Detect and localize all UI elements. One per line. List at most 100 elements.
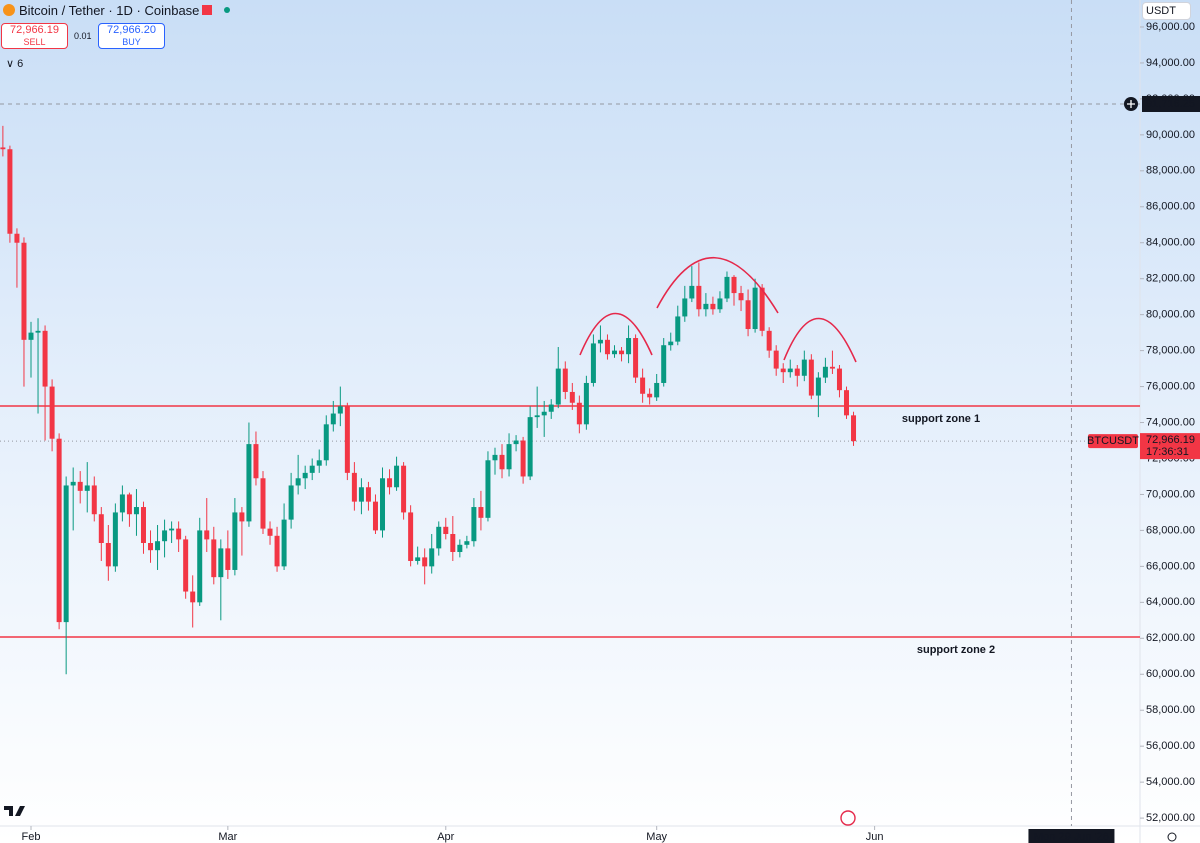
- candle-body: [703, 303, 709, 310]
- candle-body: [309, 465, 315, 473]
- candle-body: [387, 478, 393, 488]
- candle-body: [773, 350, 779, 369]
- candle-body: [14, 233, 20, 243]
- candle-body: [176, 528, 182, 540]
- candle-body: [183, 539, 189, 592]
- candle-body: [450, 534, 456, 552]
- x-tick-label: Jun: [866, 831, 884, 843]
- candle-body: [77, 481, 83, 491]
- candle-body: [351, 472, 357, 502]
- candle-body: [590, 343, 596, 383]
- y-tick-label: 94,000.00: [1146, 57, 1195, 69]
- candle-body: [288, 485, 294, 520]
- pattern-arc: [579, 312, 653, 356]
- candle-body: [155, 541, 161, 551]
- candle-body: [140, 507, 146, 543]
- candle-body: [851, 415, 857, 442]
- y-tick-label: 54,000.00: [1146, 776, 1195, 788]
- candle-body: [197, 530, 203, 603]
- candle-body: [682, 298, 688, 317]
- candle-body: [745, 300, 751, 330]
- candle-body: [836, 368, 842, 391]
- candle-body: [829, 366, 835, 369]
- settings-icon[interactable]: [1167, 832, 1177, 842]
- replay-icon[interactable]: [840, 810, 856, 826]
- currency-select[interactable]: USDT: [1142, 2, 1191, 20]
- candle-body: [534, 415, 540, 418]
- buy-button[interactable]: 72,966.20 BUY: [98, 23, 165, 49]
- candle-body: [471, 507, 477, 542]
- symbol-title[interactable]: Bitcoin / Tether · 1D · Coinbase: [19, 3, 200, 18]
- candle-body: [225, 548, 231, 570]
- candle-body: [133, 507, 139, 515]
- candle-body: [822, 366, 828, 378]
- x-tick-label: Mar: [218, 831, 237, 843]
- candle-body: [42, 330, 48, 387]
- candle-body: [253, 444, 259, 479]
- sell-price: 72,966.19: [10, 24, 59, 36]
- candle-body: [843, 390, 849, 416]
- candle-body: [513, 440, 519, 445]
- candle-body: [794, 368, 800, 376]
- y-tick-label: 70,000.00: [1146, 488, 1195, 500]
- crosshair-date-label: Mon 29 Jun '26: [1034, 831, 1109, 843]
- pattern-arc: [783, 317, 857, 363]
- candle-body: [295, 478, 301, 486]
- candle-body: [105, 542, 111, 567]
- last-price-tag: [1140, 433, 1200, 460]
- indicators-toggle[interactable]: ∨ 6: [6, 58, 24, 70]
- candle-body: [0, 147, 6, 150]
- spread: 0.01: [74, 31, 92, 41]
- candle-body: [246, 444, 252, 522]
- y-tick-label: 84,000.00: [1146, 237, 1195, 249]
- candle-body: [696, 285, 702, 310]
- candle-body: [731, 276, 737, 294]
- candle-body: [7, 149, 13, 234]
- candle-body: [119, 494, 125, 513]
- candle-body: [766, 330, 772, 351]
- candle-body: [408, 512, 414, 561]
- y-tick-label: 74,000.00: [1146, 416, 1195, 428]
- candle-body: [232, 512, 238, 570]
- y-tick-label: 60,000.00: [1146, 668, 1195, 680]
- sell-button[interactable]: 72,966.19 SELL: [1, 23, 68, 49]
- candle-body: [548, 404, 554, 412]
- candle-body: [422, 557, 428, 567]
- candle-body: [436, 526, 442, 549]
- candle-body: [457, 544, 463, 552]
- candle-body: [576, 402, 582, 425]
- candle-body: [710, 303, 716, 310]
- candle-body: [506, 444, 512, 470]
- candle-body: [56, 438, 62, 623]
- x-tick-label: May: [646, 831, 667, 843]
- candle-body: [562, 368, 568, 392]
- candle-body: [569, 391, 575, 403]
- candle-body: [478, 507, 484, 518]
- candle-body: [148, 542, 154, 551]
- candle-body: [780, 368, 786, 373]
- x-tick-label: Feb: [22, 831, 41, 843]
- candle-body: [541, 411, 547, 416]
- candle-body: [28, 332, 34, 340]
- candle-body: [752, 287, 758, 330]
- candle-body: [499, 454, 505, 470]
- candle-body: [112, 512, 118, 567]
- candle-body: [675, 316, 681, 342]
- buy-label: BUY: [122, 37, 141, 47]
- candle-body: [344, 406, 350, 473]
- candle-body: [738, 293, 744, 301]
- candle-body: [126, 494, 132, 515]
- candle-body: [380, 478, 386, 531]
- candle-body: [84, 485, 90, 491]
- candle-body: [218, 548, 224, 578]
- status-dot: [224, 7, 230, 13]
- y-tick-label: 90,000.00: [1146, 129, 1195, 141]
- candle-body: [815, 377, 821, 396]
- y-tick-label: 66,000.00: [1146, 560, 1195, 572]
- candle-body: [337, 406, 343, 414]
- last-price-label: 72,966.19: [1146, 434, 1195, 446]
- candle-body: [323, 424, 329, 461]
- indicators-count: 6: [17, 58, 24, 70]
- y-tick-label: 52,000.00: [1146, 812, 1195, 824]
- candle-body: [443, 526, 449, 535]
